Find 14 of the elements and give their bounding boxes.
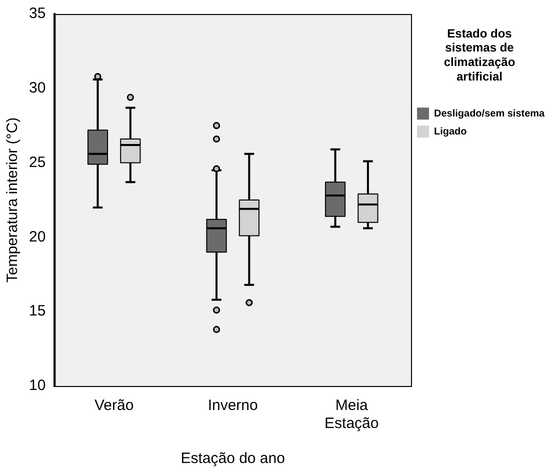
legend-label: Desligado/sem sistema (434, 108, 546, 120)
x-tick-label: Verão (94, 397, 134, 414)
y-tick-label: 15 (28, 302, 46, 320)
y-tick-label: 35 (28, 5, 46, 22)
y-tick-label: 30 (28, 80, 46, 97)
legend-label: Ligado (434, 126, 467, 138)
x-tick-label: Meia Estação (324, 397, 379, 432)
y-tick-label: 10 (28, 377, 46, 394)
y-tick-label: 20 (28, 228, 46, 246)
y-axis-title: Temperatura interior (°C) (4, 117, 22, 283)
legend-title: Estado dos sistemas de climatização artificial (444, 26, 516, 84)
x-tick-label: Inverno (208, 397, 258, 414)
y-tick-label: 25 (28, 154, 46, 171)
x-axis-title: Estação do ano (180, 450, 285, 468)
